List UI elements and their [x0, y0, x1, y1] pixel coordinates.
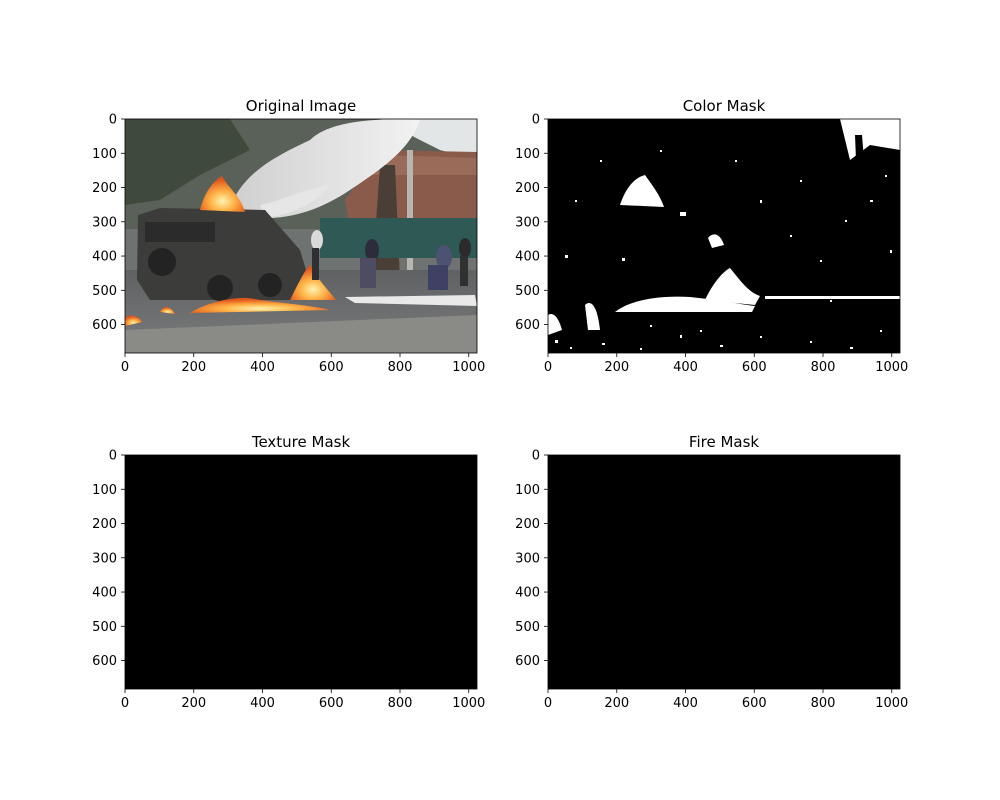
axes-frame	[547, 118, 901, 354]
y-tick-label: 400	[92, 586, 117, 601]
x-tick-label: 200	[181, 696, 206, 711]
x-tick-label: 1000	[452, 696, 485, 711]
y-tick-label: 100	[515, 147, 540, 162]
y-tick-label: 500	[92, 284, 117, 299]
y-tick-label: 100	[515, 483, 540, 498]
x-tick-label: 800	[388, 360, 413, 375]
x-tick-label: 600	[742, 696, 767, 711]
y-tick-label: 500	[515, 620, 540, 635]
axes: 0 200 400 600 800 1000 0 100 200 300 400 500 600	[515, 449, 908, 712]
x-tick-label: 1000	[875, 360, 908, 375]
axes-frame	[547, 454, 901, 690]
axes: 0 200 400 600 800 1000 0 100 200 300 400 500 600	[92, 113, 485, 376]
y-tick-label: 400	[515, 586, 540, 601]
panel-original-image: Original Image	[125, 97, 477, 353]
panel-fire-mask: Fire Mask	[548, 433, 900, 689]
panel-title: Texture Mask	[251, 433, 351, 451]
y-tick-label: 0	[532, 449, 540, 464]
x-tick-label: 800	[388, 696, 413, 711]
y-tick-label: 600	[515, 654, 540, 669]
panel-texture-mask: Texture Mask	[125, 433, 477, 689]
x-tick-label: 200	[604, 696, 629, 711]
mask-image	[548, 455, 900, 689]
y-tick-label: 200	[92, 181, 117, 196]
x-tick-label: 800	[811, 696, 836, 711]
y-tick-label: 400	[92, 250, 117, 265]
axes-frame	[124, 454, 478, 690]
y-tick-label: 400	[515, 250, 540, 265]
x-tick-label: 0	[544, 360, 552, 375]
x-tick-label: 0	[544, 696, 552, 711]
x-tick-label: 400	[673, 360, 698, 375]
photo-image	[125, 119, 477, 353]
x-tick-label: 200	[181, 360, 206, 375]
y-tick-label: 300	[515, 215, 540, 230]
y-tick-label: 600	[515, 318, 540, 333]
y-tick-label: 200	[515, 517, 540, 532]
y-tick-label: 300	[515, 551, 540, 566]
y-tick-label: 0	[109, 113, 117, 128]
axes: 0 200 400 600 800 1000 0 100 200 300 400 500 600	[515, 113, 908, 376]
x-tick-label: 0	[121, 696, 129, 711]
y-tick-label: 0	[109, 449, 117, 464]
panel-title: Fire Mask	[689, 433, 759, 451]
panel-title: Original Image	[246, 97, 356, 115]
x-tick-label: 800	[811, 360, 836, 375]
x-tick-label: 600	[319, 696, 344, 711]
y-tick-label: 200	[92, 517, 117, 532]
mask-image	[548, 119, 900, 353]
panel-color-mask: Color Mask	[548, 97, 900, 353]
y-tick-label: 300	[92, 551, 117, 566]
x-tick-label: 400	[250, 696, 275, 711]
x-tick-label: 1000	[452, 360, 485, 375]
y-tick-label: 100	[92, 147, 117, 162]
axes: 0 200 400 600 800 1000 0 100 200 300 400 500 600	[92, 449, 485, 712]
x-tick-label: 1000	[875, 696, 908, 711]
y-tick-label: 600	[92, 318, 117, 333]
x-tick-label: 0	[121, 360, 129, 375]
axes-frame	[124, 118, 478, 354]
x-tick-label: 600	[742, 360, 767, 375]
x-tick-label: 200	[604, 360, 629, 375]
y-tick-label: 200	[515, 181, 540, 196]
y-tick-label: 300	[92, 215, 117, 230]
x-tick-label: 400	[673, 696, 698, 711]
x-tick-label: 400	[250, 360, 275, 375]
y-tick-label: 0	[532, 113, 540, 128]
panel-title: Color Mask	[683, 97, 766, 115]
y-tick-label: 600	[92, 654, 117, 669]
y-tick-label: 500	[92, 620, 117, 635]
y-tick-label: 500	[515, 284, 540, 299]
mask-image	[125, 455, 477, 689]
y-tick-label: 100	[92, 483, 117, 498]
x-tick-label: 600	[319, 360, 344, 375]
